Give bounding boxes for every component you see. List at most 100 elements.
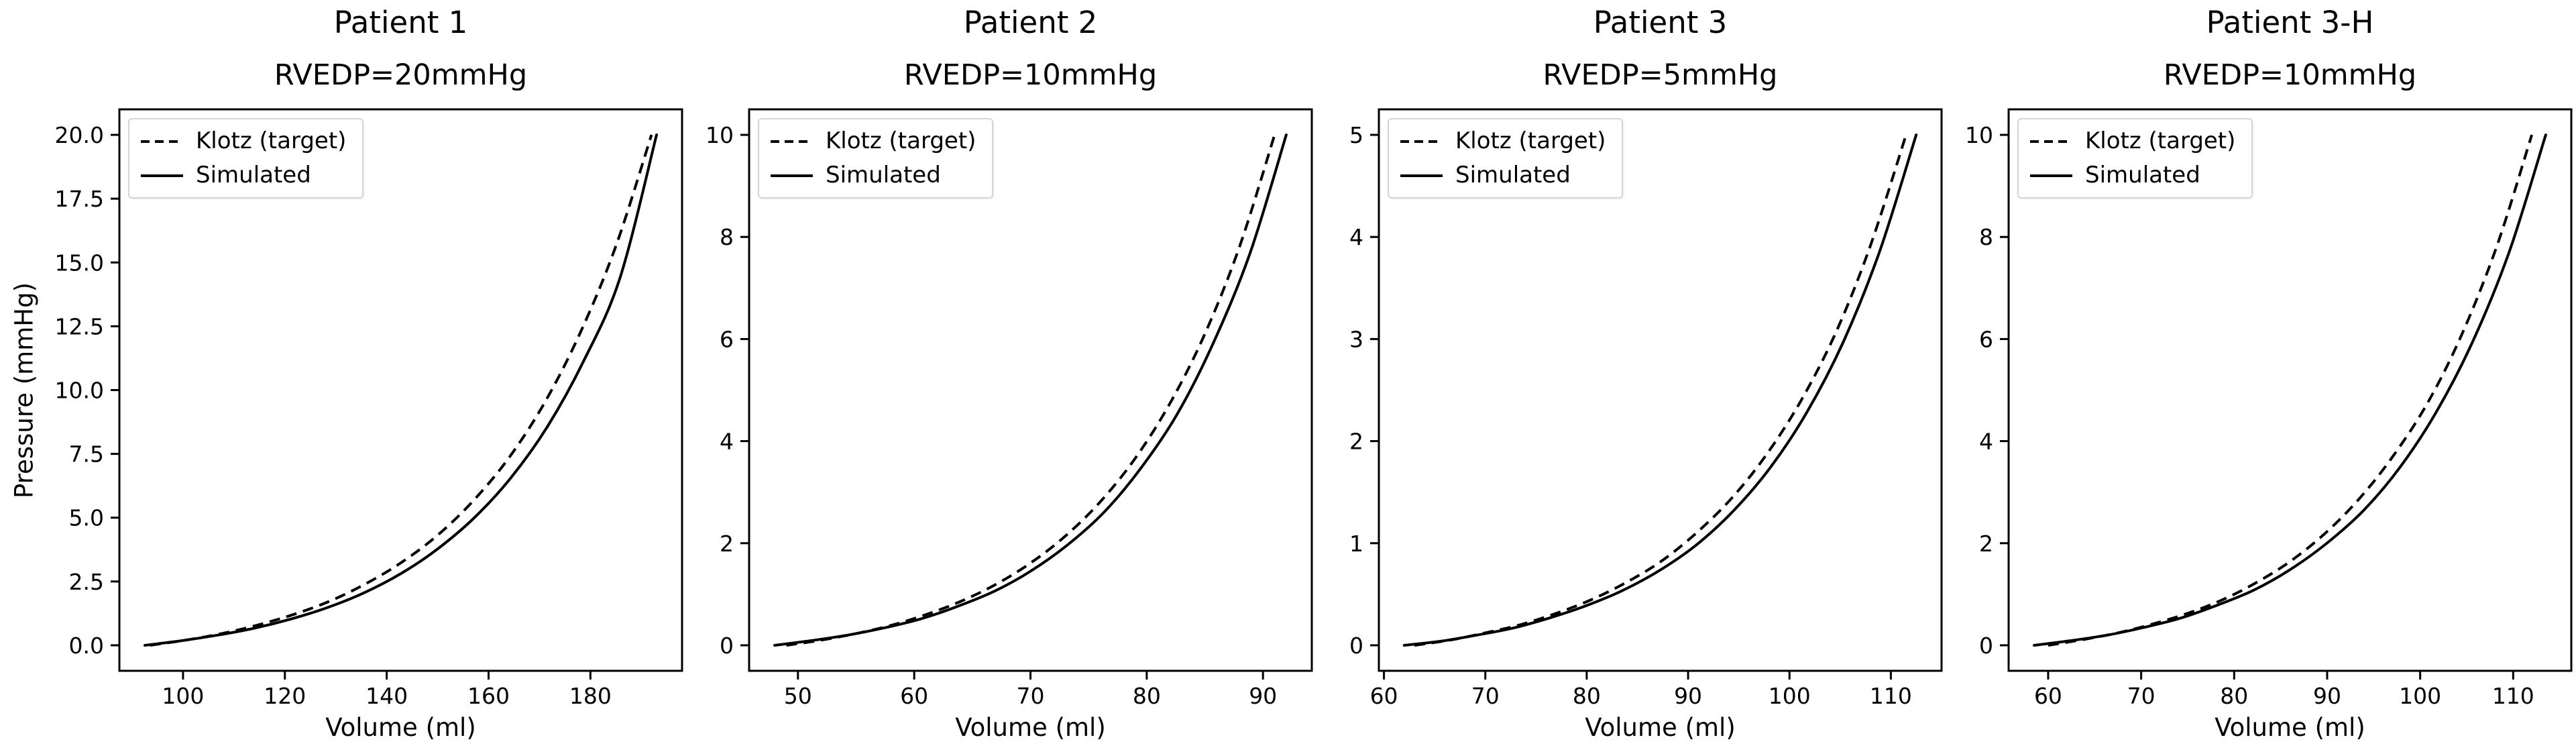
series-simulated <box>144 133 658 647</box>
x-tick-label: 100 <box>2399 683 2441 709</box>
legend-item-simulated: Simulated <box>771 161 976 188</box>
x-tick-label: 90 <box>1249 683 1277 709</box>
legend-item-klotz: Klotz (target) <box>1400 129 1606 154</box>
plot-title: Patient 1 <box>333 5 468 40</box>
legend: Klotz (target) Simulated <box>128 118 364 199</box>
x-tick-label: 70 <box>1017 683 1045 709</box>
x-tick-label: 100 <box>162 683 204 709</box>
legend-label: Klotz (target) <box>196 127 347 154</box>
legend-label: Simulated <box>1455 161 1571 188</box>
series-klotz-target <box>786 134 1276 647</box>
plot-area: 60 70 80 90 100 110 0 1 2 3 4 5 <box>1349 108 1943 709</box>
x-tick-label: 80 <box>1573 683 1601 709</box>
y-tick-label: 5.0 <box>69 505 104 531</box>
y-tick-label: 6 <box>1979 326 1993 352</box>
x-tick-label: 60 <box>900 683 928 709</box>
x-tick-label: 140 <box>366 683 408 709</box>
y-tick-label: 8 <box>1979 224 1993 250</box>
legend-label: Simulated <box>196 161 311 188</box>
legend-item-simulated: Simulated <box>2030 161 2235 188</box>
x-tick-label: 110 <box>2492 683 2534 709</box>
x-tick-label: 80 <box>2220 683 2248 709</box>
y-tick-label: 6 <box>720 326 734 352</box>
plot-subtitle: RVEDP=10mmHg <box>2163 58 2417 92</box>
y-tick-label: 20.0 <box>55 122 104 148</box>
subplot-patient-3-h: Patient 3-H RVEDP=10mmHg 60 70 80 90 100 110 0… <box>1965 7 2573 740</box>
plot-subtitle: RVEDP=10mmHg <box>903 58 1158 92</box>
y-tick-label: 12.5 <box>55 313 104 339</box>
plot-title: Patient 3-H <box>2206 5 2374 40</box>
axes-spines <box>2007 108 2573 672</box>
x-tick-label: 90 <box>2313 683 2341 709</box>
axes-spines <box>1378 108 1943 672</box>
legend: Klotz (target) Simulated <box>1388 118 1624 199</box>
x-axis-label: Volume (ml) <box>1585 713 1736 742</box>
plot-area: 60 70 80 90 100 110 0 2 4 6 8 10 <box>1965 108 2573 709</box>
plot-subtitle: RVEDP=5mmHg <box>1543 58 1778 92</box>
series-simulated <box>1402 133 1918 647</box>
y-tick-label: 0 <box>1979 633 1993 659</box>
y-tick-label: 4 <box>1349 224 1363 250</box>
y-tick-label: 8 <box>720 224 734 250</box>
x-tick-label: 180 <box>569 683 612 709</box>
legend-dashed-line-sample <box>141 140 183 143</box>
y-tick-label: 2 <box>1979 531 1993 557</box>
legend-item-klotz: Klotz (target) <box>771 129 976 154</box>
y-tick-label: 1 <box>1349 531 1363 557</box>
legend-item-simulated: Simulated <box>141 161 346 188</box>
legend-solid-line-sample <box>2030 174 2072 177</box>
y-tick-label: 15.0 <box>55 250 104 276</box>
y-tick-label: 4 <box>720 429 734 455</box>
subplot-patient-1: Patient 1 RVEDP=20mmHg Pressure (mmHg) 1… <box>10 7 683 740</box>
series-simulated <box>2033 133 2547 647</box>
x-axis-label: Volume (ml) <box>2215 713 2365 742</box>
legend-label: Simulated <box>826 161 941 188</box>
legend-dashed-line-sample <box>1400 140 1443 143</box>
x-axis-label: Volume (ml) <box>325 713 476 742</box>
legend-dashed-line-sample <box>2030 140 2072 143</box>
y-tick-label: 4 <box>1979 429 1993 455</box>
y-tick-label: 3 <box>1349 326 1363 352</box>
legend-solid-line-sample <box>141 174 183 177</box>
x-tick-label: 60 <box>2034 683 2062 709</box>
legend-label: Klotz (target) <box>2085 127 2236 154</box>
plot-subtitle: RVEDP=20mmHg <box>274 58 528 92</box>
y-tick-label: 2.5 <box>69 569 104 595</box>
y-tick-label: 7.5 <box>69 441 104 468</box>
x-axis-label: Volume (ml) <box>955 713 1106 742</box>
legend-solid-line-sample <box>771 174 813 177</box>
plot-title: Patient 3 <box>1593 5 1728 40</box>
legend-solid-line-sample <box>1400 174 1443 177</box>
y-tick-label: 2 <box>720 531 734 557</box>
x-tick-label: 120 <box>264 683 306 709</box>
legend-item-simulated: Simulated <box>1400 161 1606 188</box>
y-tick-label: 0 <box>720 633 734 659</box>
legend-label: Simulated <box>2085 161 2200 188</box>
series-simulated <box>773 133 1288 647</box>
series-klotz-target <box>150 134 653 647</box>
legend-label: Klotz (target) <box>826 127 976 154</box>
legend-item-klotz: Klotz (target) <box>2030 129 2235 154</box>
x-tick-label: 90 <box>1674 683 1702 709</box>
subplot-patient-2: Patient 2 RVEDP=10mmHg 50 60 70 80 90 0 2 4 6 8 10… <box>706 7 1313 740</box>
plot-title: Patient 2 <box>963 5 1098 40</box>
y-tick-label: 10 <box>1965 122 1993 148</box>
legend: Klotz (target) Simulated <box>758 118 994 199</box>
y-tick-label: 10.0 <box>55 378 104 404</box>
y-tick-label: 5 <box>1349 122 1363 148</box>
x-tick-label: 110 <box>1870 683 1912 709</box>
y-tick-label: 0 <box>1349 633 1363 659</box>
y-tick-label: 0.0 <box>69 633 104 659</box>
legend-item-klotz: Klotz (target) <box>141 129 346 154</box>
x-tick-label: 70 <box>1471 683 1500 709</box>
legend: Klotz (target) Simulated <box>2017 118 2253 199</box>
plot-area: 50 60 70 80 90 0 2 4 6 8 10 <box>706 108 1313 709</box>
x-tick-label: 60 <box>1370 683 1398 709</box>
y-tick-label: 17.5 <box>55 186 104 212</box>
x-tick-label: 160 <box>467 683 510 709</box>
x-tick-label: 100 <box>1769 683 1811 709</box>
x-tick-label: 50 <box>784 683 812 709</box>
y-axis-label: Pressure (mmHg) <box>9 282 39 498</box>
legend-dashed-line-sample <box>771 140 813 143</box>
